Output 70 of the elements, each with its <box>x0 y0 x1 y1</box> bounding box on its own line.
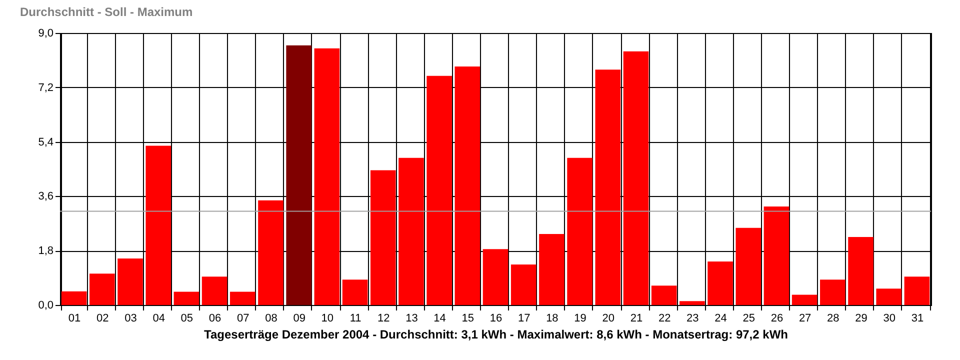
x-tick-label: 27 <box>798 312 812 324</box>
x-tick-label: 03 <box>124 312 137 324</box>
bar <box>426 76 452 305</box>
x-tick-label: 16 <box>490 312 502 324</box>
x-tick-label: 29 <box>855 312 868 324</box>
x-tick-label: 07 <box>237 312 250 324</box>
x-tick-label: 08 <box>265 312 278 324</box>
x-tick-label: 24 <box>714 312 727 324</box>
bar <box>90 274 115 305</box>
x-tick-label: 15 <box>462 312 474 324</box>
bar <box>202 276 228 305</box>
bar <box>736 228 762 305</box>
bar <box>61 291 87 305</box>
bar <box>708 261 733 305</box>
x-tick-label: 20 <box>602 312 615 324</box>
y-tick-label: 7,2 <box>38 82 54 94</box>
x-tick-label: 05 <box>180 312 194 324</box>
x-tick-label: 22 <box>658 312 671 324</box>
bar <box>876 288 902 305</box>
y-tick-label: 9,0 <box>38 28 54 40</box>
x-tick-label: 19 <box>574 312 586 324</box>
bar <box>820 280 846 305</box>
bar <box>510 264 536 305</box>
x-tick-label: 28 <box>827 312 840 324</box>
bar <box>174 292 200 305</box>
chart-title: Durchschnitt - Soll - Maximum <box>20 5 193 19</box>
x-tick-label: 01 <box>68 312 81 324</box>
bar <box>567 158 592 305</box>
x-tick-label: 17 <box>518 312 530 324</box>
x-tick-label: 09 <box>293 312 306 324</box>
bar <box>623 51 649 305</box>
bar <box>230 292 256 305</box>
bar <box>539 234 564 305</box>
bar <box>398 158 424 305</box>
bar <box>651 286 677 305</box>
y-tick-label: 0,0 <box>38 300 54 312</box>
x-tick-label: 12 <box>377 312 390 324</box>
bar <box>118 258 143 305</box>
bar <box>314 48 340 305</box>
x-tick-label: 06 <box>208 312 222 324</box>
x-tick-label: 02 <box>96 312 109 324</box>
bar <box>370 170 396 305</box>
x-tick-label: 10 <box>321 312 334 324</box>
x-tick-label: 13 <box>406 312 418 324</box>
bar <box>595 70 621 305</box>
bar <box>764 206 790 305</box>
bar <box>792 294 818 305</box>
bar <box>286 45 312 305</box>
bar <box>904 276 930 305</box>
x-tick-label: 21 <box>630 312 643 324</box>
bar <box>454 66 480 305</box>
x-tick-label: 11 <box>350 312 362 324</box>
x-tick-label: 18 <box>546 312 558 324</box>
y-tick-label: 3,6 <box>38 190 54 203</box>
bar <box>482 249 508 305</box>
bar <box>680 301 705 305</box>
x-axis-title: Tageserträge Dezember 2004 - Durchschnitt: 3,1 kWh - Maximalwert: 8,6 kWh - Monatsertrag: 97,2 kWh <box>204 328 788 342</box>
x-tick-label: 25 <box>742 312 755 324</box>
x-tick-label: 26 <box>770 312 784 324</box>
y-tick-label: 1,8 <box>38 245 54 258</box>
bar <box>258 200 284 305</box>
x-tick-label: 14 <box>434 312 446 324</box>
x-tick-label: 30 <box>883 312 896 324</box>
y-tick-label: 5,4 <box>38 136 54 148</box>
bar <box>146 146 171 305</box>
bar <box>342 280 368 305</box>
x-tick-label: 04 <box>152 312 165 324</box>
x-tick-label: 31 <box>911 312 924 324</box>
bar <box>848 237 874 305</box>
x-tick-label: 23 <box>686 312 699 324</box>
